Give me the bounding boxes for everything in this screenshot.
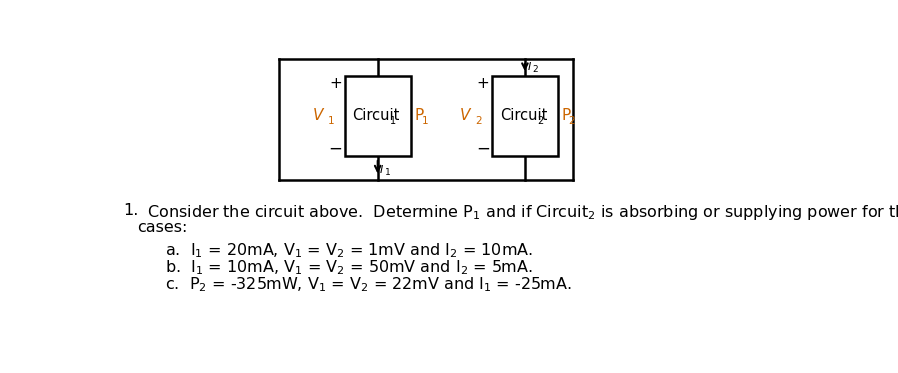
Text: +: +	[329, 76, 342, 91]
Text: a.  $\mathregular{I_1}$ = 20mA, $\mathregular{V_1}$ = $\mathregular{V_2}$ = 1mV : a. $\mathregular{I_1}$ = 20mA, $\mathreg…	[165, 241, 533, 260]
Text: 1.: 1.	[123, 203, 138, 217]
Text: c.  $\mathregular{P_2}$ = -325mW, $\mathregular{V_1}$ = $\mathregular{V_2}$ = 22: c. $\mathregular{P_2}$ = -325mW, $\mathr…	[165, 275, 572, 294]
Text: 2: 2	[537, 116, 543, 126]
Text: 2: 2	[475, 116, 481, 126]
Text: 2: 2	[568, 116, 576, 126]
Text: P: P	[415, 109, 424, 123]
Text: −: −	[476, 140, 489, 158]
Text: Circuit: Circuit	[352, 109, 400, 123]
Text: V: V	[313, 109, 323, 123]
Bar	[345, 76, 410, 156]
Text: 1: 1	[390, 116, 396, 126]
Text: cases:: cases:	[137, 220, 188, 235]
Text: 1: 1	[328, 116, 334, 126]
Text: I: I	[380, 165, 383, 175]
Bar	[492, 76, 558, 156]
Text: 1: 1	[421, 116, 428, 126]
Text: P: P	[562, 109, 571, 123]
Text: Consider the circuit above.  Determine $\mathregular{P_1}$ and if $\mathregular{: Consider the circuit above. Determine $\…	[137, 203, 898, 222]
Text: −: −	[329, 140, 342, 158]
Text: 1: 1	[384, 168, 391, 177]
Text: b.  $\mathregular{I_1}$ = 10mA, $\mathregular{V_1}$ = $\mathregular{V_2}$ = 50mV: b. $\mathregular{I_1}$ = 10mA, $\mathreg…	[165, 258, 533, 277]
Text: +: +	[476, 76, 489, 91]
Text: I: I	[527, 62, 531, 72]
Text: V: V	[460, 109, 471, 123]
Text: Circuit: Circuit	[499, 109, 547, 123]
Text: 2: 2	[532, 65, 538, 74]
